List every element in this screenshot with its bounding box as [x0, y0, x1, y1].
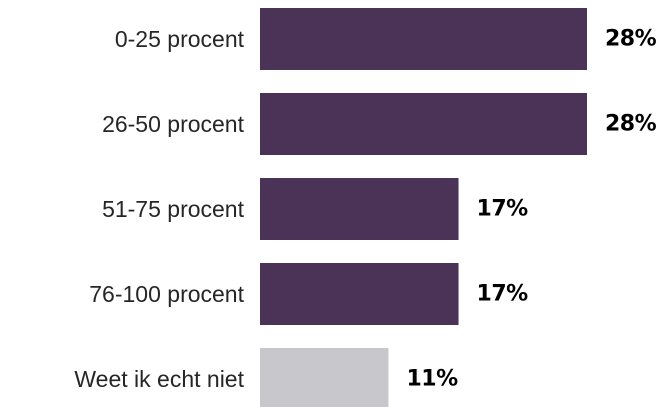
bar [260, 93, 587, 155]
bar-group: 76-100 procent 17% [89, 263, 529, 325]
category-label: Weet ik echt niet [74, 366, 244, 392]
category-label: 76-100 procent [89, 281, 244, 307]
category-label: 51-75 procent [102, 196, 245, 222]
category-label: 0-25 procent [115, 26, 245, 52]
bar-group: 51-75 procent 17% [102, 178, 529, 240]
bar [260, 348, 389, 407]
value-label: 28% [605, 112, 657, 137]
bar [260, 178, 459, 240]
value-label: 17% [477, 197, 529, 222]
bar-group: 26-50 procent 28% [102, 93, 657, 155]
bar [260, 263, 459, 325]
bar-group: Weet ik echt niet 11% [74, 348, 459, 407]
bar-group: 0-25 procent 28% [115, 8, 657, 70]
value-label: 11% [406, 367, 458, 392]
category-label: 26-50 procent [102, 111, 245, 137]
value-label: 17% [477, 282, 529, 307]
value-label: 28% [605, 27, 657, 52]
bar [260, 8, 587, 70]
